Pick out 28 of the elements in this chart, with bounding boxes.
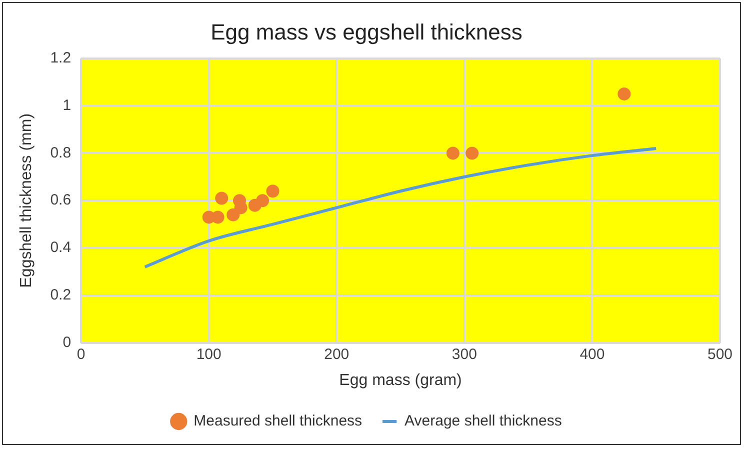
point: [618, 87, 631, 100]
y-tick-label: 0.2: [50, 286, 72, 304]
point: [215, 192, 228, 205]
x-axis-title: Egg mass (gram): [339, 372, 462, 389]
y-tick-label: 0: [62, 334, 72, 351]
legend-label: Average shell thickness: [404, 412, 562, 430]
x-tick-label: 500: [707, 346, 733, 363]
point: [446, 146, 460, 160]
y-tick-label: 0.8: [50, 144, 72, 162]
chart-title: Egg mass vs eggshell thickness: [210, 19, 522, 44]
y-axis-title: Eggshell thickness (mm): [18, 113, 36, 288]
y-tick-label: 0.6: [50, 192, 72, 209]
x-tick-label: 200: [324, 346, 350, 363]
point: [266, 184, 280, 198]
x-tick-label: 100: [196, 346, 222, 363]
point: [234, 201, 248, 214]
y-tick-label: 1: [62, 96, 72, 114]
x-tick-label: 300: [452, 346, 477, 363]
legend-label: Measured shell thickness: [194, 412, 362, 430]
y-tick-label: 0.4: [50, 239, 72, 256]
point: [256, 194, 270, 208]
y-tick-label: 1.2: [50, 50, 72, 67]
point: [226, 208, 240, 222]
x-tick-label: 400: [580, 346, 605, 363]
line-series: [143, 146, 658, 268]
point: [211, 210, 224, 224]
point: [466, 146, 479, 160]
x-tick-label: 0: [76, 346, 86, 363]
